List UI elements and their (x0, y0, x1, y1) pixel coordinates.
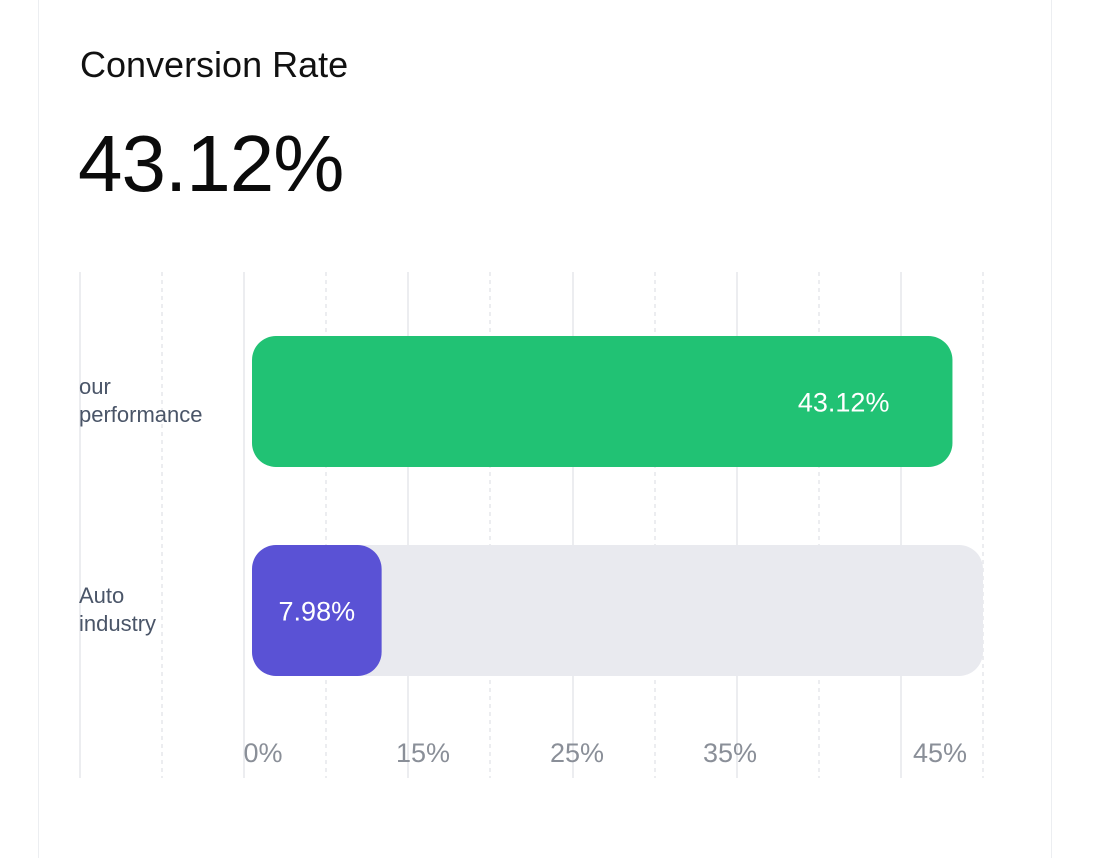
x-tick-label: 15% (396, 738, 450, 768)
bar-value-label-2: 7.98% (279, 597, 356, 627)
x-tick-label: 25% (550, 738, 604, 768)
x-tick-label: 35% (703, 738, 757, 768)
x-tick-label: 0% (243, 738, 282, 768)
category-label-1: performance (79, 402, 203, 427)
conversion-rate-value: 43.12% (78, 119, 344, 208)
card-title: Conversion Rate (80, 44, 349, 85)
bar-value-label-1: 43.12% (798, 388, 890, 418)
bar-2 (252, 545, 382, 676)
bar-track-2 (252, 545, 983, 676)
category-label-2: industry (79, 611, 156, 636)
x-tick-label: 45% (913, 738, 967, 768)
conversion-bar-chart: 43.12% our performance 7.98% Auto industry 0% 1… (79, 272, 984, 778)
bar-1 (252, 336, 953, 467)
category-label-1: our (79, 374, 111, 399)
category-label-2: Auto (79, 583, 124, 608)
